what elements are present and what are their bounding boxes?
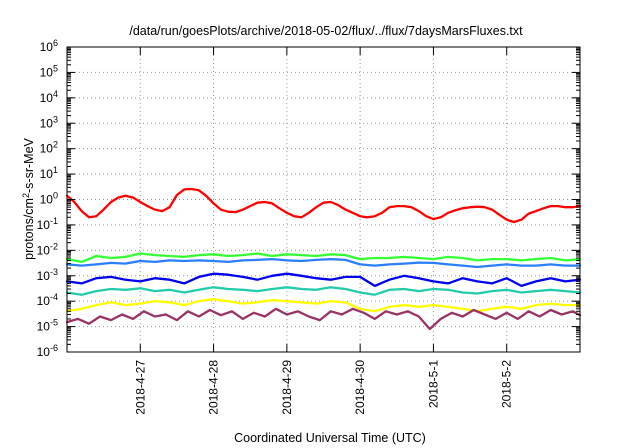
y-tick-label: 106 xyxy=(40,38,58,54)
y-tick-label: 10-4 xyxy=(37,292,58,308)
y-axis-label: protons/cm2-s-sr-MeV xyxy=(21,137,36,259)
y-axis-label-rest: -s-sr-MeV xyxy=(22,137,36,193)
y-tick-label: 100 xyxy=(40,191,58,207)
axis-ticks xyxy=(67,46,580,353)
y-tick-label: 101 xyxy=(40,165,58,181)
y-tick-exp: -6 xyxy=(50,343,58,353)
y-tick-exp: 3 xyxy=(53,114,58,124)
y-tick-base: 10 xyxy=(37,320,51,334)
y-tick-exp: 1 xyxy=(53,165,58,175)
y-tick-exp: -2 xyxy=(50,241,58,251)
y-tick-exp: -3 xyxy=(50,267,58,277)
chart-title: /data/run/goesPlots/archive/2018-05-02/f… xyxy=(129,24,523,38)
y-tick-base: 10 xyxy=(37,269,51,283)
y-axis-label-base: protons/cm xyxy=(22,198,36,260)
x-tick-label: 2018-5-1 xyxy=(426,360,440,408)
y-tick-labels: 10-610-510-410-310-210-11001011021031041… xyxy=(37,38,58,359)
series-line-3 xyxy=(65,272,582,288)
y-tick-exp: 5 xyxy=(53,63,58,73)
y-tick-base: 10 xyxy=(40,116,54,130)
x-tick-labels: 2018-4-27 2018-4-28 2018-4-29 2018-4-30 2018… xyxy=(133,360,513,415)
y-tick-base: 10 xyxy=(40,167,54,181)
y-tick-label: 103 xyxy=(40,114,58,130)
y-tick-base: 10 xyxy=(37,294,51,308)
y-tick-base: 10 xyxy=(40,40,54,54)
y-tick-exp: -5 xyxy=(50,318,58,328)
y-tick-label: 10-5 xyxy=(37,318,58,334)
series-line-0 xyxy=(65,187,582,224)
y-tick-exp: 6 xyxy=(53,38,58,48)
y-tick-base: 10 xyxy=(40,142,54,156)
y-tick-exp: -4 xyxy=(50,292,58,302)
x-axis-label: Coordinated Universal Time (UTC) xyxy=(234,431,426,445)
y-tick-label: 105 xyxy=(40,63,58,79)
grid-lines xyxy=(67,47,580,352)
y-tick-label: 10-1 xyxy=(37,216,58,232)
x-tick-label: 2018-5-2 xyxy=(500,360,514,408)
y-tick-base: 10 xyxy=(37,218,51,232)
series-line-4 xyxy=(65,286,582,296)
x-tick-label: 2018-4-28 xyxy=(207,360,221,415)
y-tick-label: 104 xyxy=(40,89,58,105)
series-line-5 xyxy=(65,298,582,313)
y-tick-base: 10 xyxy=(37,243,51,257)
series-line-1 xyxy=(65,252,582,264)
y-tick-label: 10-2 xyxy=(37,241,58,257)
y-tick-exp: 0 xyxy=(53,191,58,201)
y-tick-base: 10 xyxy=(40,65,54,79)
y-tick-label: 10-6 xyxy=(37,343,58,359)
x-tick-label: 2018-4-30 xyxy=(353,360,367,415)
series-line-6 xyxy=(65,307,582,331)
series-line-2 xyxy=(65,257,582,269)
y-tick-base: 10 xyxy=(40,91,54,105)
x-tick-label: 2018-4-29 xyxy=(280,360,294,415)
y-tick-exp: 2 xyxy=(53,140,58,150)
series-group xyxy=(65,187,582,331)
y-tick-base: 10 xyxy=(40,193,54,207)
y-tick-base: 10 xyxy=(37,345,51,359)
y-tick-label: 102 xyxy=(40,140,58,156)
y-tick-exp: -1 xyxy=(50,216,58,226)
x-tick-label: 2018-4-27 xyxy=(133,360,147,415)
y-tick-exp: 4 xyxy=(53,89,58,99)
y-tick-label: 10-3 xyxy=(37,267,58,283)
y-axis-label-sup: 2 xyxy=(21,193,31,198)
